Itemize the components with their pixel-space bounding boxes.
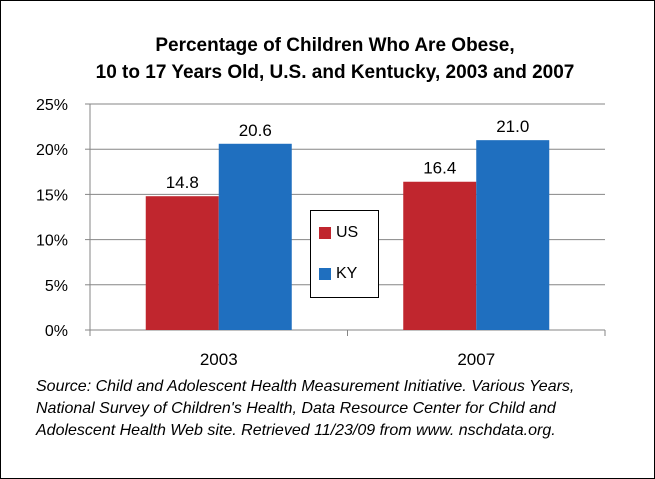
- legend-swatch-ky: [319, 268, 331, 280]
- bar-ky-2007: [476, 140, 550, 330]
- y-tick-label: 10%: [36, 233, 68, 250]
- y-tick-label: 20%: [36, 142, 68, 159]
- bar-us-2003: [145, 196, 219, 330]
- legend-item-ky: KY: [319, 263, 357, 285]
- chart-title-line1: Percentage of Children Who Are Obese,: [155, 35, 515, 56]
- y-tick-label: 0%: [45, 323, 68, 340]
- y-tick-label: 5%: [45, 278, 68, 295]
- data-label: 16.4: [423, 159, 456, 178]
- legend-item-us: US: [319, 222, 358, 244]
- x-tick-label: 2007: [457, 350, 495, 369]
- bar-us-2007: [403, 181, 477, 330]
- data-label: 20.6: [239, 121, 272, 140]
- legend: US KY: [310, 210, 379, 298]
- legend-label-ky: KY: [336, 265, 358, 282]
- source-note: Source: Child and Adolescent Health Meas…: [36, 378, 575, 439]
- y-tick-label: 15%: [36, 187, 68, 204]
- data-label: 14.8: [166, 173, 199, 192]
- x-tick-label: 2003: [200, 350, 238, 369]
- data-label: 21.0: [496, 117, 529, 136]
- chart-title-line2: 10 to 17 Years Old, U.S. and Kentucky, 2…: [95, 62, 575, 83]
- legend-label-us: US: [336, 224, 359, 241]
- y-tick-label: 25%: [36, 97, 68, 114]
- bar-ky-2003: [218, 143, 292, 330]
- legend-swatch-us: [319, 227, 331, 239]
